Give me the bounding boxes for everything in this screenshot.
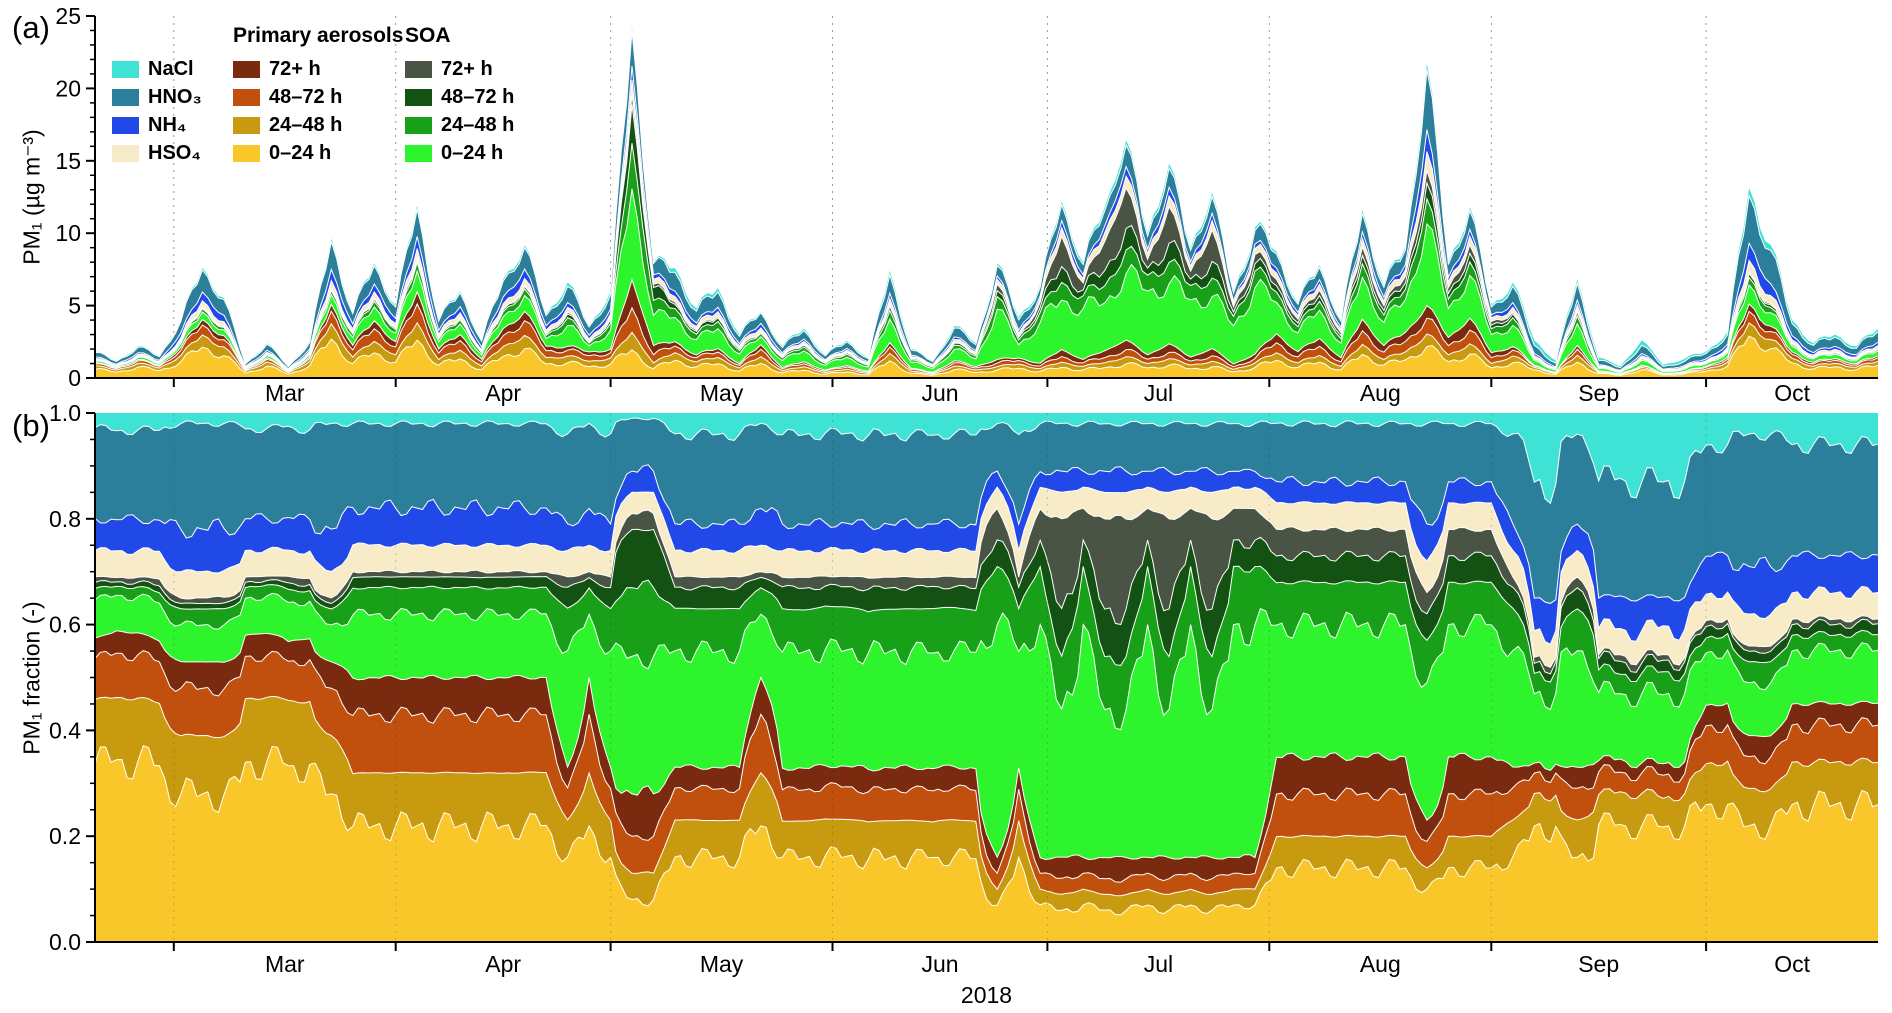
svg-text:May: May [700, 951, 744, 977]
svg-text:Jul: Jul [1144, 380, 1173, 406]
primary-48-72-label: 48–72 h [269, 85, 343, 108]
svg-text:0.6: 0.6 [49, 612, 81, 638]
svg-text:0.0: 0.0 [49, 929, 81, 955]
svg-text:Sep: Sep [1578, 951, 1619, 977]
soa-72plus-label: 72+ h [441, 57, 493, 80]
legend-item-soa-72plus: 72+ h [405, 55, 565, 83]
legend-item-soa-0-24: 0–24 h [405, 139, 565, 167]
hso4-swatch [112, 144, 139, 162]
svg-text:5: 5 [68, 293, 81, 319]
svg-text:Jun: Jun [921, 380, 958, 406]
hno3-label: HNO₃ [148, 85, 202, 108]
svg-text:0.2: 0.2 [49, 823, 81, 849]
hso4-label: HSO₄ [148, 141, 201, 164]
panel-b-y-axis-title: PM₁ fraction (-) [18, 601, 45, 755]
svg-text:Aug: Aug [1360, 951, 1401, 977]
soa-0-24-swatch [405, 144, 432, 162]
primary-24-48-label: 24–48 h [269, 113, 343, 136]
nh4-swatch [112, 116, 139, 134]
svg-text:20: 20 [55, 75, 81, 101]
svg-text:Oct: Oct [1774, 951, 1810, 977]
legend: NaCl HNO₃ NH₄ HSO₄ Primary aerosols 72+ … [112, 24, 565, 167]
legend-column-soa: SOA 72+ h 48–72 h 24–48 h 0–24 h [405, 24, 565, 167]
legend-item-soa-24-48: 24–48 h [405, 111, 565, 139]
svg-text:10: 10 [55, 220, 81, 246]
primary-0-24-swatch [233, 144, 260, 162]
legend-item-primary-0-24: 0–24 h [233, 139, 405, 167]
svg-text:0: 0 [68, 365, 81, 391]
soa-header: SOA [405, 24, 451, 47]
svg-text:Mar: Mar [265, 380, 305, 406]
svg-text:Jul: Jul [1144, 951, 1173, 977]
panel-a-y-axis-title: PM₁ (µg m⁻³) [18, 129, 45, 265]
primary-24-48-swatch [233, 116, 260, 134]
svg-text:1.0: 1.0 [49, 400, 81, 426]
legend-item-hso4: HSO₄ [112, 139, 233, 167]
primary-0-24-label: 0–24 h [269, 141, 332, 164]
svg-text:Apr: Apr [485, 380, 521, 406]
hno3-swatch [112, 88, 139, 106]
primary-aerosols-header: Primary aerosols [233, 24, 404, 47]
svg-text:15: 15 [55, 148, 81, 174]
legend-column-inorganics: NaCl HNO₃ NH₄ HSO₄ [112, 24, 233, 167]
svg-text:Aug: Aug [1360, 380, 1401, 406]
svg-text:Sep: Sep [1578, 380, 1619, 406]
nacl-swatch [112, 60, 139, 78]
primary-72plus-swatch [233, 60, 260, 78]
legend-item-primary-24-48: 24–48 h [233, 111, 405, 139]
svg-text:25: 25 [55, 3, 81, 29]
primary-72plus-label: 72+ h [269, 57, 321, 80]
legend-item-primary-72plus: 72+ h [233, 55, 405, 83]
soa-72plus-swatch [405, 60, 432, 78]
x-axis-year-label: 2018 [960, 982, 1013, 1008]
soa-24-48-swatch [405, 116, 432, 134]
soa-0-24-label: 0–24 h [441, 141, 504, 164]
svg-text:Mar: Mar [265, 951, 305, 977]
panel-a-letter: (a) [12, 10, 50, 45]
legend-item-primary-48-72: 48–72 h [233, 83, 405, 111]
legend-item-soa-48-72: 48–72 h [405, 83, 565, 111]
primary-48-72-swatch [233, 88, 260, 106]
svg-text:Apr: Apr [485, 951, 521, 977]
legend-item-hno3: HNO₃ [112, 83, 233, 111]
soa-24-48-label: 24–48 h [441, 113, 515, 136]
svg-text:0.8: 0.8 [49, 506, 81, 532]
legend-item-nh4: NH₄ [112, 111, 233, 139]
soa-48-72-label: 48–72 h [441, 85, 515, 108]
nh4-label: NH₄ [148, 113, 187, 136]
soa-48-72-swatch [405, 88, 432, 106]
svg-text:0.4: 0.4 [49, 717, 81, 743]
nacl-label: NaCl [148, 57, 194, 80]
svg-text:Jun: Jun [921, 951, 958, 977]
legend-item-nacl: NaCl [112, 55, 233, 83]
panel-b-letter: (b) [12, 408, 50, 443]
svg-text:May: May [700, 380, 744, 406]
legend-column-primary: Primary aerosols 72+ h 48–72 h 24–48 h 0… [233, 24, 405, 167]
svg-text:Oct: Oct [1774, 380, 1810, 406]
